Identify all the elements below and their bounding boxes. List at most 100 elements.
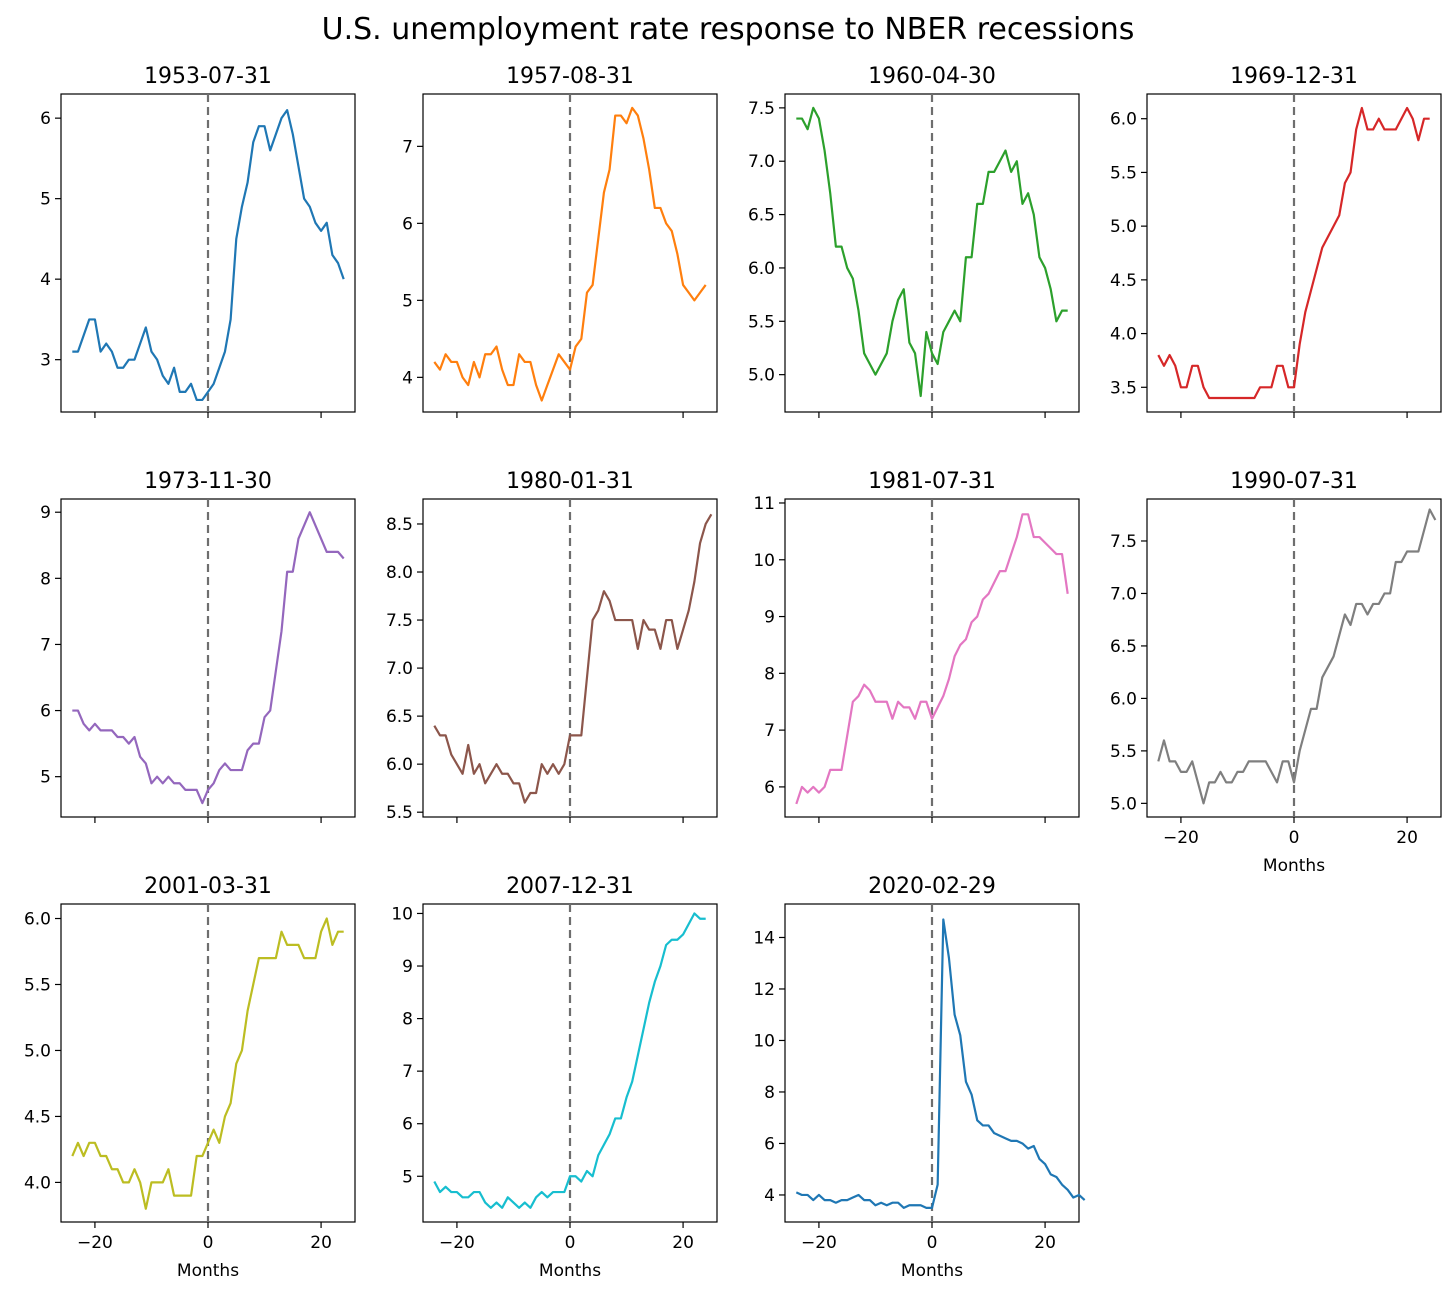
y-tick-label: 5 xyxy=(40,768,51,788)
unemployment-series-line xyxy=(795,918,1086,1209)
y-tick-label: 5.0 xyxy=(1110,217,1137,237)
x-tick-label: 20 xyxy=(1396,828,1418,848)
y-tick-label: 5.0 xyxy=(1110,794,1137,814)
y-tick-label: 6.0 xyxy=(1110,689,1137,709)
y-tick-label: 4.0 xyxy=(1110,325,1137,345)
unemployment-series-line xyxy=(71,917,344,1210)
y-tick-label: 8 xyxy=(40,569,51,589)
panel-title: 1953-07-31 xyxy=(144,64,272,89)
x-tick-label: 0 xyxy=(565,1233,576,1253)
panel-title: 1969-12-31 xyxy=(1230,64,1358,89)
panel-title: 1980-01-31 xyxy=(506,469,634,494)
y-tick-label: 4.5 xyxy=(1110,271,1137,291)
panel-title: 1981-07-31 xyxy=(868,469,996,494)
x-tick-label: −20 xyxy=(77,1233,113,1253)
y-tick-label: 10 xyxy=(391,904,413,924)
unemployment-series-line xyxy=(433,106,707,402)
y-tick-label: 7 xyxy=(402,1062,413,1082)
y-tick-label: 6.5 xyxy=(386,707,413,727)
x-tick-label: 20 xyxy=(1034,1233,1056,1253)
y-tick-label: 7 xyxy=(40,635,51,655)
panel-title: 2020-02-29 xyxy=(868,874,996,899)
unemployment-series-line xyxy=(72,108,345,402)
x-tick-label: 0 xyxy=(1289,828,1300,848)
unemployment-series-line xyxy=(1157,508,1437,805)
y-tick-label: 8 xyxy=(764,664,775,684)
y-tick-label: 8 xyxy=(764,1083,775,1103)
y-tick-label: 6.0 xyxy=(24,910,51,930)
panel-title: 2007-12-31 xyxy=(506,874,634,899)
y-tick-label: 5.0 xyxy=(24,1041,51,1061)
panel-title: 1957-08-31 xyxy=(506,64,634,89)
panel-1973-11-30: 1973-11-30 5 6 7 8 9 xyxy=(40,469,356,823)
panel-title: 1973-11-30 xyxy=(144,469,272,494)
unemployment-series-line xyxy=(1157,106,1430,400)
y-tick-label: 6.5 xyxy=(748,206,775,226)
y-tick-label: 6 xyxy=(402,214,413,234)
y-tick-label: 4 xyxy=(40,270,51,290)
y-tick-label: 9 xyxy=(764,608,775,628)
y-tick-label: 5.5 xyxy=(24,975,51,995)
y-tick-label: 9 xyxy=(40,503,51,523)
y-tick-label: 11 xyxy=(753,494,775,514)
y-tick-label: 14 xyxy=(753,928,775,948)
panel-1980-01-31: 1980-01-31 5.5 6.0 6.5 7.0 7.5 8.0 8.5 xyxy=(386,469,718,823)
x-axis-label: Months xyxy=(177,1261,239,1281)
unemployment-series-line xyxy=(796,106,1068,398)
y-tick-label: 6 xyxy=(764,778,775,798)
y-tick-label: 4.0 xyxy=(24,1173,51,1193)
x-tick-label: 0 xyxy=(927,1233,938,1253)
panel-title: 1960-04-30 xyxy=(868,64,996,89)
y-tick-label: 7 xyxy=(402,137,413,157)
y-tick-label: 7.5 xyxy=(386,611,413,631)
unemployment-series-line xyxy=(433,912,706,1209)
unemployment-series-line xyxy=(795,513,1069,805)
y-tick-label: 5 xyxy=(402,1167,413,1187)
panel-2007-12-31: 2007-12-31 5 6 7 8 9 10 −20 0 20 Months xyxy=(391,874,718,1281)
y-tick-label: 10 xyxy=(753,551,775,571)
panel-1960-04-30: 1960-04-30 5.0 5.5 6.0 6.5 7.0 7.5 xyxy=(748,64,1080,418)
y-tick-label: 8.0 xyxy=(386,563,413,583)
y-tick-label: 5 xyxy=(402,291,413,311)
y-tick-label: 8 xyxy=(402,1010,413,1030)
y-tick-label: 6 xyxy=(40,702,51,722)
y-tick-label: 7.5 xyxy=(748,99,775,119)
panel-2001-03-31: 2001-03-31 4.0 4.5 5.0 5.5 6.0 −20 0 20 Months xyxy=(24,874,356,1281)
x-tick-label: −20 xyxy=(439,1233,475,1253)
x-tick-label: −20 xyxy=(801,1233,837,1253)
y-tick-label: 7.0 xyxy=(1110,584,1137,604)
panel-title: 2001-03-31 xyxy=(144,874,272,899)
y-tick-label: 4.5 xyxy=(24,1107,51,1127)
y-tick-label: 6 xyxy=(764,1134,775,1154)
x-axis-label: Months xyxy=(1263,856,1325,876)
y-tick-label: 9 xyxy=(402,957,413,977)
panel-1969-12-31: 1969-12-31 3.5 4.0 4.5 5.0 5.5 6.0 xyxy=(1110,64,1442,418)
panels-group: 1953-07-31 3 4 5 6 1957-08-31 4 5 6 7 1960-04-30 5.… xyxy=(24,64,1442,1281)
y-tick-label: 6.5 xyxy=(1110,637,1137,657)
x-axis-label: Months xyxy=(901,1261,963,1281)
y-tick-label: 5.5 xyxy=(386,803,413,823)
x-tick-label: −20 xyxy=(1163,828,1199,848)
panel-2020-02-29: 2020-02-29 4 6 8 10 12 14 −20 0 20 Months xyxy=(753,874,1086,1281)
y-tick-label: 5.5 xyxy=(1110,163,1137,183)
panel-1981-07-31: 1981-07-31 6 7 8 9 10 11 xyxy=(753,469,1080,823)
y-tick-label: 4 xyxy=(764,1186,775,1206)
y-tick-label: 7 xyxy=(764,721,775,741)
figure-title: U.S. unemployment rate response to NBER … xyxy=(322,12,1135,47)
y-tick-label: 4 xyxy=(402,368,413,388)
unemployment-series-line xyxy=(433,513,713,804)
y-tick-label: 10 xyxy=(753,1031,775,1051)
panel-title: 1990-07-31 xyxy=(1230,469,1358,494)
y-tick-label: 6.0 xyxy=(1110,110,1137,130)
y-tick-label: 5.5 xyxy=(748,312,775,332)
y-tick-label: 7.0 xyxy=(386,659,413,679)
x-axis-label: Months xyxy=(539,1261,601,1281)
y-tick-label: 3.5 xyxy=(1110,378,1137,398)
y-tick-label: 6 xyxy=(402,1115,413,1135)
x-tick-label: 0 xyxy=(203,1233,214,1253)
y-tick-label: 7.0 xyxy=(748,152,775,172)
y-tick-label: 8.5 xyxy=(386,515,413,535)
y-tick-label: 3 xyxy=(40,351,51,371)
unemployment-series-line xyxy=(72,511,345,805)
